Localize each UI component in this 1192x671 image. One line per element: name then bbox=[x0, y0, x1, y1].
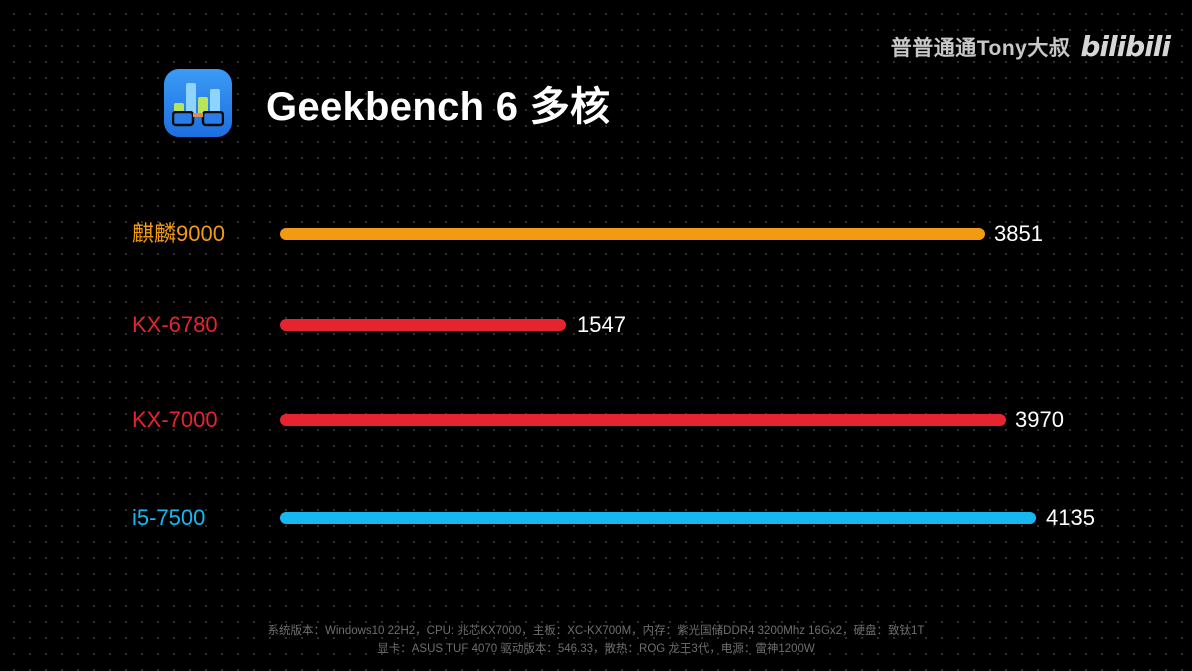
chart-row-kirin9000: 麒麟9000 3851 bbox=[0, 219, 1192, 249]
score-value: 4135 bbox=[1046, 505, 1095, 530]
chart-row-kx7000: KX-7000 3970 bbox=[0, 405, 1192, 435]
page-title: Geekbench 6 多核 bbox=[266, 85, 611, 129]
row-label: KX-6780 bbox=[132, 312, 218, 337]
chart-row-i5-7500: i5-7500 4135 bbox=[0, 503, 1192, 533]
footer-line-1: 系统版本：Windows10 22H2，CPU: 兆芯KX7000，主板：XC-… bbox=[267, 625, 925, 637]
score-value: 1547 bbox=[577, 312, 626, 337]
geekbench-icon bbox=[164, 69, 232, 137]
score-value: 3970 bbox=[1015, 407, 1064, 432]
row-label: KX-7000 bbox=[132, 407, 218, 432]
score-bar bbox=[280, 512, 1036, 524]
score-value: 3851 bbox=[994, 221, 1043, 246]
score-bar bbox=[280, 319, 566, 331]
bilibili-logo-icon: bilibili bbox=[1080, 30, 1171, 63]
chart-header: Geekbench 6 多核 bbox=[164, 69, 610, 137]
footer-line-2: 显卡：ASUS TUF 4070 驱动版本：546.33，散热：ROG 龙王3代… bbox=[377, 643, 815, 655]
score-bar bbox=[280, 414, 1006, 426]
chart-row-kx6780: KX-6780 1547 bbox=[0, 310, 1192, 340]
author-name: 普普通通Tony大叔 bbox=[890, 36, 1071, 60]
score-bar bbox=[280, 228, 985, 240]
watermark: 普普通通Tony大叔 bilibili bbox=[890, 30, 1171, 63]
row-label: i5-7500 bbox=[132, 505, 206, 530]
row-label: 麒麟9000 bbox=[132, 221, 225, 246]
test-config-footer: 系统版本：Windows10 22H2，CPU: 兆芯KX7000，主板：XC-… bbox=[0, 622, 1192, 658]
